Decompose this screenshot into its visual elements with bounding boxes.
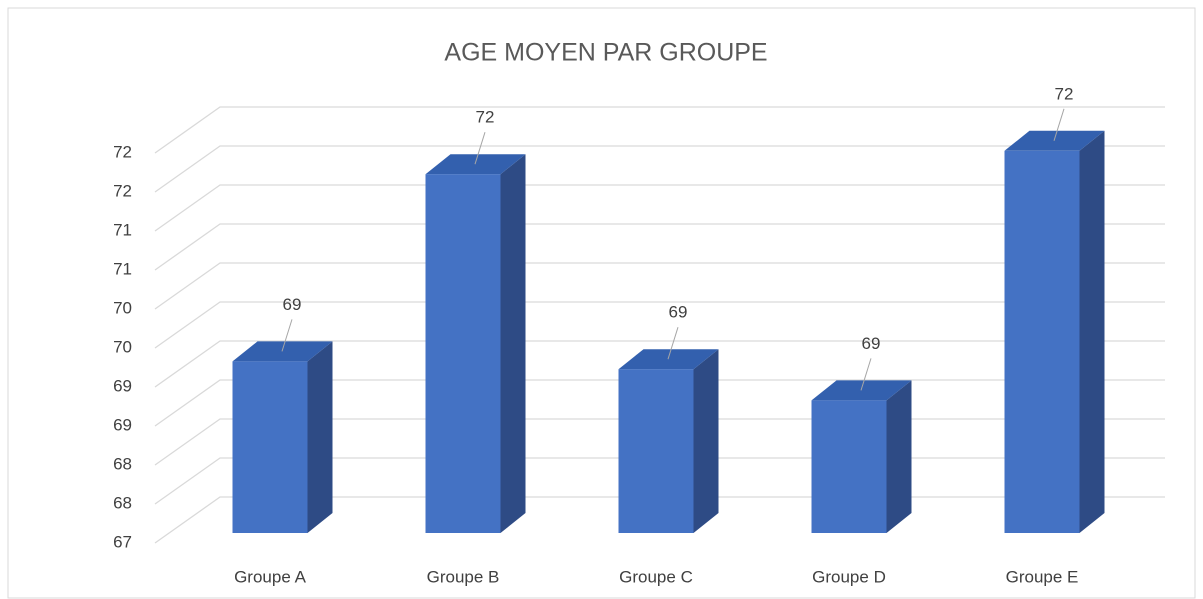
- grid-line: [154, 223, 1165, 271]
- x-tick-label: Groupe D: [812, 567, 886, 586]
- y-tick-label: 71: [113, 259, 132, 278]
- y-tick-label: 68: [113, 493, 132, 512]
- bar-side: [886, 380, 912, 533]
- x-tick-label: Groupe B: [427, 567, 500, 586]
- grid-line: [154, 106, 1165, 154]
- leader-line: [474, 132, 486, 165]
- y-tick-label: 70: [113, 337, 132, 356]
- data-label: 69: [862, 334, 881, 353]
- y-tick-label: 69: [113, 376, 132, 395]
- grid-line: [154, 184, 1165, 232]
- y-tick-label: 72: [113, 142, 132, 161]
- leader-line: [281, 319, 293, 352]
- y-tick-label: 68: [113, 454, 132, 473]
- chart-border: [7, 7, 1196, 599]
- bar-side: [500, 154, 526, 533]
- x-tick-label: Groupe E: [1006, 567, 1079, 586]
- grid-line: [154, 379, 1165, 427]
- data-label: 72: [476, 108, 495, 127]
- y-tick-label: 67: [113, 532, 132, 551]
- bar: [1004, 150, 1080, 534]
- data-label: 69: [283, 295, 302, 314]
- bar: [232, 361, 308, 533]
- chart-title: AGE MOYEN PAR GROUPE: [444, 39, 767, 67]
- data-label: 69: [669, 303, 688, 322]
- y-tick-label: 72: [113, 181, 132, 200]
- bar-side: [693, 349, 719, 533]
- x-tick-label: Groupe A: [234, 567, 306, 586]
- leader-line: [860, 358, 872, 391]
- grid-line: [154, 301, 1165, 349]
- bar: [811, 400, 887, 533]
- y-tick-label: 70: [113, 298, 132, 317]
- grid-line: [154, 340, 1165, 388]
- x-tick-label: Groupe C: [619, 567, 693, 586]
- grid-line: [154, 262, 1165, 310]
- bar: [425, 174, 501, 533]
- bar: [618, 369, 694, 533]
- y-tick-label: 71: [113, 220, 132, 239]
- bar-side: [1079, 130, 1105, 534]
- y-tick-label: 69: [113, 415, 132, 434]
- leader-line: [1053, 108, 1065, 141]
- grid-line: [154, 145, 1165, 193]
- leader-line: [667, 327, 679, 360]
- bar-side: [307, 341, 333, 533]
- data-label: 72: [1055, 84, 1074, 103]
